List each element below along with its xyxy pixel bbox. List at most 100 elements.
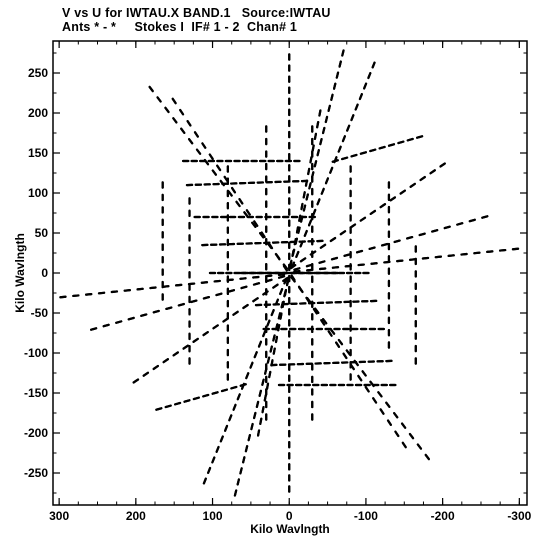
uv-point: [252, 297, 259, 303]
uv-point-conjugate: [338, 60, 342, 68]
uv-point-conjugate: [468, 218, 476, 223]
uv-point: [149, 286, 157, 290]
y-tick-label: -50: [31, 306, 49, 320]
uv-point: [314, 307, 320, 314]
uv-point: [220, 388, 229, 393]
uv-point: [279, 312, 283, 320]
uv-point: [247, 434, 251, 442]
x-tick-label: 0: [286, 509, 293, 523]
uv-point-conjugate: [330, 256, 339, 261]
uv-point-conjugate: [408, 258, 417, 261]
uv-point: [239, 467, 243, 475]
uv-point-conjugate: [331, 266, 340, 269]
uv-point: [252, 275, 260, 279]
uv-point: [401, 441, 407, 449]
uv-point-conjugate: [378, 145, 386, 150]
uv-point: [268, 370, 272, 379]
uv-point-conjugate: [369, 148, 377, 153]
x-tick-label: 200: [126, 509, 146, 523]
uv-point-conjugate: [156, 96, 162, 103]
uv-point-conjugate: [357, 263, 365, 267]
uv-point-conjugate: [309, 156, 313, 164]
uv-point: [200, 281, 209, 284]
uv-point: [162, 285, 170, 288]
y-tick-label: -100: [24, 346, 48, 360]
uv-point: [228, 414, 233, 422]
uv-point-conjugate: [396, 259, 404, 263]
uv-point: [173, 401, 182, 406]
uv-point-conjugate: [397, 140, 405, 145]
uv-point-conjugate: [312, 208, 317, 216]
uv-point: [132, 378, 140, 384]
uv-point-conjugate: [359, 151, 367, 155]
uv-point-conjugate: [295, 226, 300, 234]
uv-point-conjugate: [260, 231, 266, 239]
uv-point-conjugate: [291, 249, 295, 257]
uv-point-conjugate: [201, 142, 207, 149]
uv-point: [152, 364, 160, 371]
uv-point: [274, 335, 279, 344]
uv-point: [162, 358, 169, 364]
uv-point-conjugate: [179, 108, 185, 116]
uv-point-conjugate: [511, 247, 520, 251]
uv-point: [152, 309, 160, 314]
uv-point: [102, 323, 110, 328]
uv-point: [97, 291, 106, 295]
uv-point: [123, 289, 131, 292]
y-axis-label: Kilo Wavlngth: [13, 233, 27, 313]
uv-point: [283, 277, 288, 285]
uv-point: [244, 445, 249, 453]
x-tick-label: -200: [431, 509, 455, 523]
uv-point: [259, 417, 263, 425]
uv-point-conjugate: [434, 255, 443, 259]
uv-point: [277, 273, 286, 276]
uv-point: [190, 299, 198, 304]
uv-point-conjugate: [329, 166, 334, 174]
uv-point: [257, 340, 263, 348]
uv-point: [329, 328, 336, 335]
y-tick-label: 150: [28, 146, 48, 160]
uv-point: [393, 412, 399, 419]
uv-point-conjugate: [318, 267, 327, 271]
uv-point: [424, 453, 430, 461]
uv-point-conjugate: [456, 222, 464, 226]
uv-point: [232, 403, 237, 411]
uv-point-conjugate: [327, 104, 331, 112]
uv-point-conjugate: [321, 126, 326, 135]
uv-point: [377, 391, 383, 398]
uv-point: [90, 327, 98, 331]
uv-point: [266, 356, 271, 364]
x-tick-label: -300: [507, 509, 531, 523]
uv-point-conjugate: [186, 120, 192, 127]
uv-point: [245, 372, 250, 380]
uv-point-conjugate: [148, 85, 154, 93]
uv-point-conjugate: [346, 124, 351, 132]
uv-point: [335, 341, 341, 348]
uv-point-conjugate: [307, 167, 311, 176]
uv-point-conjugate: [293, 270, 301, 273]
uv-point: [202, 477, 207, 485]
uv-point-conjugate: [282, 264, 288, 272]
uv-points: [59, 49, 520, 497]
uv-point: [177, 302, 185, 307]
uv-point: [261, 405, 265, 414]
uv-point: [272, 283, 279, 289]
uv-point: [265, 382, 270, 390]
uv-point-conjugate: [350, 153, 358, 158]
uv-point-conjugate: [245, 209, 251, 216]
y-tick-label: 0: [41, 266, 48, 280]
uv-point: [142, 371, 150, 377]
uv-point: [175, 283, 183, 287]
uv-point-conjugate: [289, 261, 293, 269]
uv-point: [400, 422, 407, 429]
uv-point: [164, 404, 172, 409]
uv-point-conjugate: [370, 262, 378, 265]
uv-point-conjugate: [369, 209, 377, 215]
uv-point: [227, 289, 236, 293]
uv-point-conjugate: [443, 225, 451, 230]
uv-point-conjugate: [389, 196, 397, 202]
uv-point-conjugate: [399, 189, 406, 195]
uv-point-conjugate: [275, 253, 281, 261]
uv-point: [327, 330, 333, 337]
uv-point-conjugate: [429, 169, 436, 175]
